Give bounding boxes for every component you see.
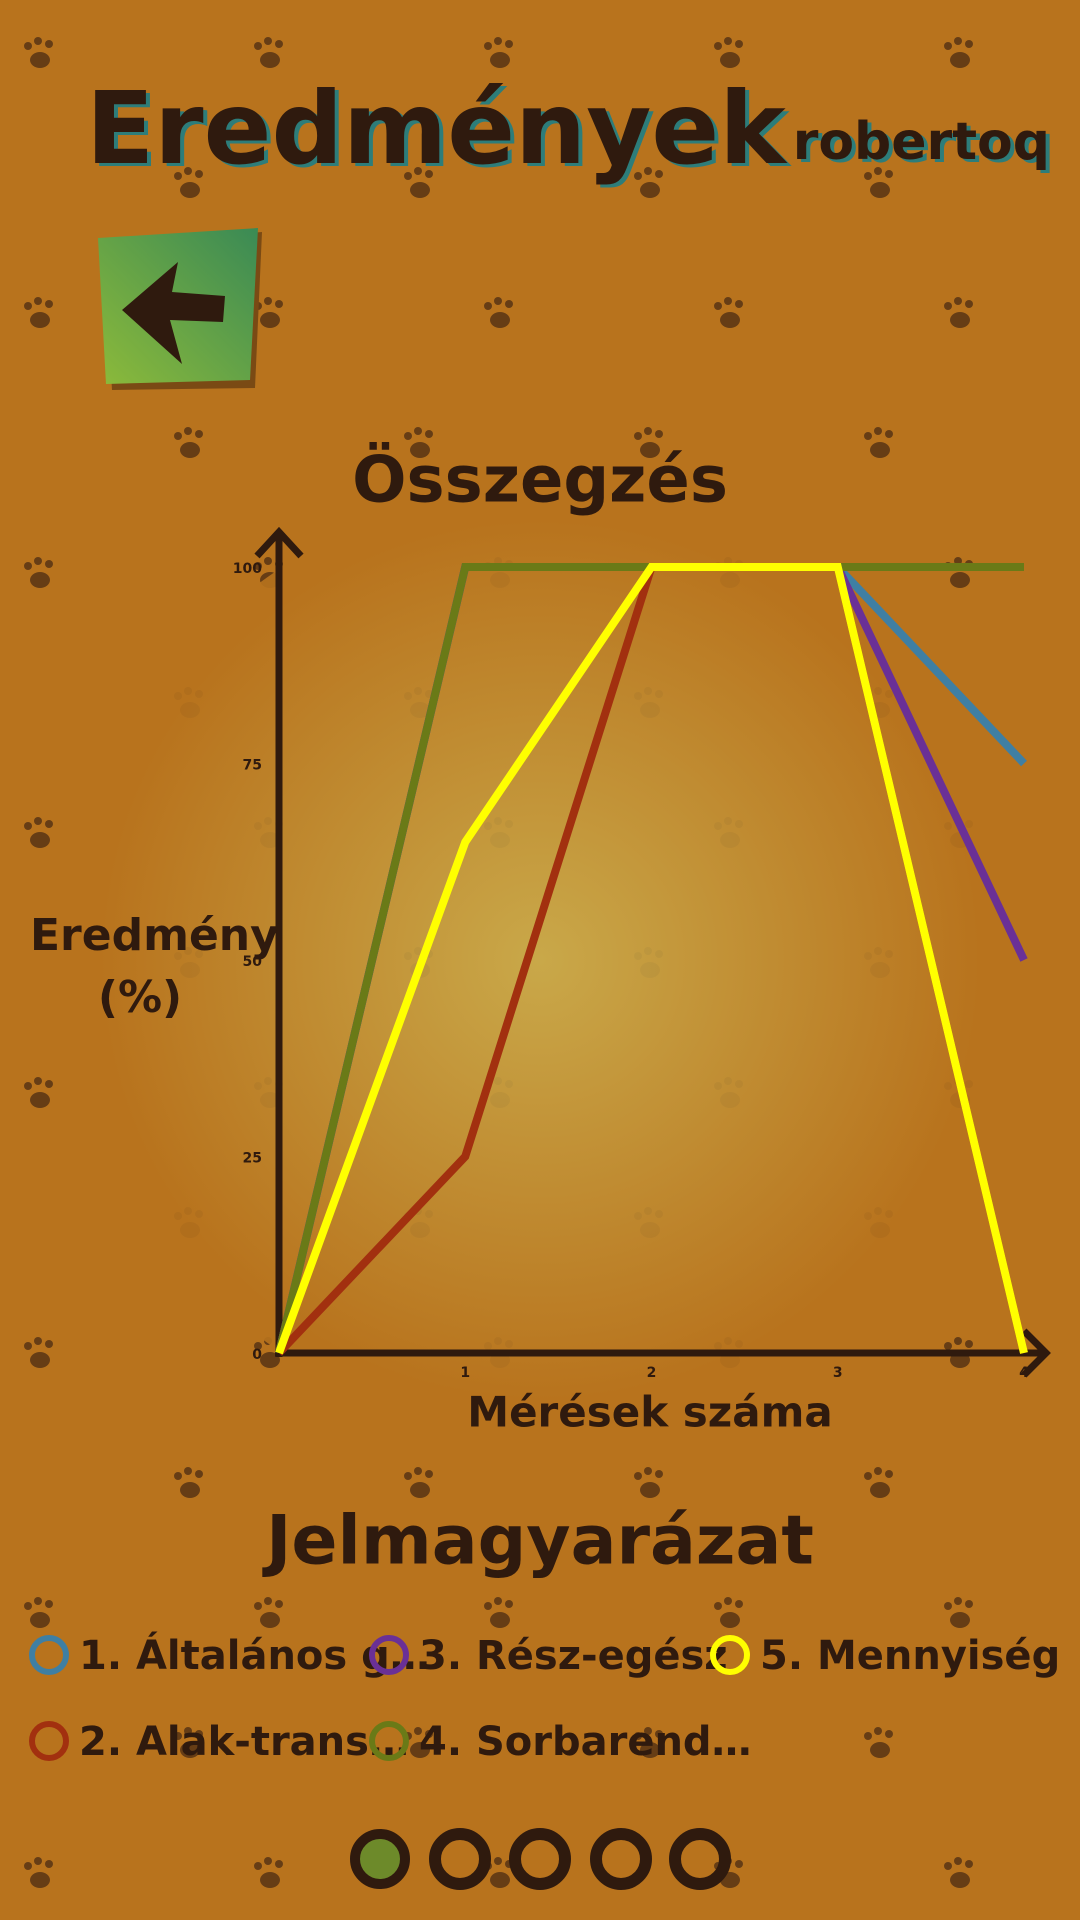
legend-swatch <box>369 1635 409 1675</box>
x-axis-arrow <box>1021 1328 1051 1378</box>
page-dot[interactable] <box>509 1828 571 1890</box>
legend-label: 5. Mennyiség <box>760 1633 1060 1679</box>
page-dot[interactable] <box>590 1828 652 1890</box>
y-axis-arrow <box>254 526 304 559</box>
page-dot[interactable] <box>429 1828 491 1890</box>
x-tick-label: 1 <box>460 1365 470 1381</box>
legend-swatch <box>29 1721 69 1761</box>
legend-swatch <box>710 1635 750 1675</box>
back-button[interactable] <box>98 228 262 390</box>
x-tick-label: 2 <box>647 1365 657 1381</box>
legend-label: 3. Rész-egész <box>419 1633 728 1679</box>
y-tick-label: 0 <box>252 1347 262 1363</box>
legend-label: 1. Általános g… <box>79 1631 430 1679</box>
legend-title: Jelmagyarázat <box>262 1502 814 1581</box>
legend-label: 2. Alak-trans… <box>79 1719 409 1765</box>
x-tick-label: 4 <box>1019 1365 1029 1381</box>
chart-title: Összegzés <box>352 442 728 518</box>
y-tick-label: 75 <box>243 758 262 774</box>
y-axis-label: Eredmény (%) <box>30 910 279 1023</box>
page-dot-active[interactable] <box>350 1829 410 1889</box>
page-title: Eredmények <box>86 70 786 187</box>
legend-label: 4. Sorbarend… <box>419 1719 752 1765</box>
y-tick-label: 25 <box>243 1151 262 1167</box>
x-tick-label: 3 <box>833 1365 843 1381</box>
x-axis-label: Mérések száma <box>467 1388 832 1437</box>
page-indicator <box>350 1828 731 1890</box>
y-tick-label: 50 <box>243 954 263 970</box>
page-dot[interactable] <box>669 1828 731 1890</box>
y-tick-label: 100 <box>233 561 262 577</box>
series-line <box>275 563 1028 1355</box>
user-name: robertoq <box>792 112 1050 172</box>
legend-swatch <box>29 1635 69 1675</box>
legend-swatch <box>369 1721 409 1761</box>
